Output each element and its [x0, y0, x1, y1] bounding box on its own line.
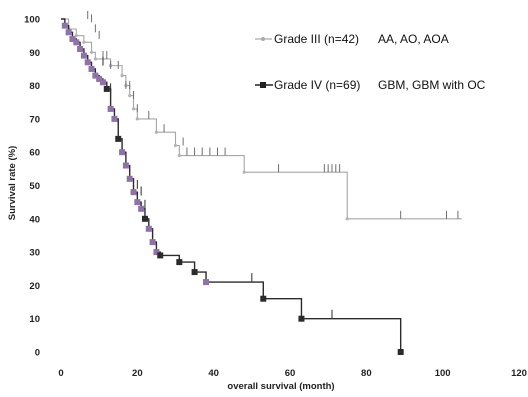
curve-grade-iv	[61, 18, 402, 352]
event-marker-grade-iv	[84, 59, 91, 66]
event-marker-grade-iii	[120, 74, 124, 78]
event-marker-grade-iv	[260, 295, 267, 302]
event-marker-grade-iv	[149, 239, 156, 246]
event-marker-grade-iv	[69, 35, 76, 42]
event-marker-grade-iv	[73, 39, 80, 46]
event-marker-grade-iv	[96, 75, 103, 82]
event-marker-grade-iv	[77, 45, 84, 52]
y-tick-label: 100	[24, 15, 40, 26]
event-marker-grade-iv	[191, 269, 198, 276]
x-tick-label: 40	[208, 368, 219, 379]
y-tick-label: 30	[29, 248, 40, 259]
event-marker-grade-iii	[74, 34, 78, 38]
event-marker-grade-iv	[115, 135, 122, 142]
series-grade-iv	[61, 18, 404, 355]
legend-marker-grade-iii	[261, 37, 265, 41]
y-tick-label: 50	[29, 181, 40, 192]
event-marker-grade-iv	[111, 115, 118, 122]
curve-grade-iii	[61, 18, 462, 220]
event-marker-grade-iii	[345, 217, 349, 221]
y-tick-label: 80	[29, 81, 40, 92]
event-marker-grade-iv	[153, 249, 160, 256]
event-marker-grade-iv	[130, 189, 137, 196]
legend-item-grade-iii: Grade III (n=42) AA, AO, AOA	[255, 32, 449, 46]
event-marker-grade-iv	[122, 162, 129, 169]
event-marker-grade-iii	[242, 170, 246, 174]
x-axis-title: overall survival (month)	[227, 381, 334, 392]
event-marker-grade-iii	[82, 40, 86, 44]
event-marker-grade-iv	[298, 315, 305, 322]
x-tick-label: 0	[58, 368, 63, 379]
event-marker-grade-iv	[92, 72, 99, 79]
event-marker-grade-iv	[119, 149, 126, 156]
x-tick-label: 100	[435, 368, 451, 379]
y-tick-label: 90	[29, 48, 40, 59]
event-marker-grade-iii	[128, 93, 132, 98]
x-tick-label: 120	[511, 368, 527, 379]
event-marker-grade-iv	[126, 175, 133, 182]
event-marker-grade-iv	[107, 105, 114, 112]
event-marker-grade-iv	[141, 215, 148, 222]
event-marker-grade-iii	[131, 107, 136, 111]
event-marker-grade-iv	[203, 279, 210, 286]
series-grade-iii	[61, 11, 462, 221]
y-axis-title: Survival rate (%)	[7, 146, 18, 220]
event-marker-grade-iv	[145, 225, 152, 232]
legend-extra-grade-iii: AA, AO, AOA	[378, 32, 449, 46]
event-marker-grade-iii	[154, 130, 159, 134]
event-marker-grade-iv	[61, 22, 68, 29]
y-tick-label: 20	[29, 281, 40, 292]
event-marker-grade-iii	[89, 50, 94, 54]
y-tick-label: 10	[29, 314, 40, 325]
event-marker-grade-iv	[134, 199, 141, 206]
legend-label-grade-iv: Grade IV (n=69)	[274, 78, 360, 92]
event-marker-grade-iv	[80, 52, 87, 59]
event-marker-grade-iv	[88, 65, 95, 72]
event-marker-grade-iv	[176, 259, 183, 266]
legend-marker-grade-iv	[260, 82, 266, 88]
y-tick-label: 70	[29, 114, 40, 125]
y-tick-label: 40	[29, 214, 40, 225]
event-marker-grade-iii	[93, 57, 97, 61]
plot-area	[61, 11, 462, 355]
y-tick-label: 60	[29, 148, 40, 159]
event-marker-grade-iii	[177, 153, 181, 158]
event-marker-grade-iv	[103, 85, 110, 92]
x-tick-label: 80	[361, 368, 372, 379]
legend-label-grade-iii: Grade III (n=42)	[274, 32, 359, 46]
x-tick-label: 60	[285, 368, 296, 379]
axes: 0 10 20 30 40 50 60 70 80 90 100 0 20 40 60 80 100 120	[24, 15, 527, 380]
event-marker-grade-iv	[138, 205, 145, 212]
event-marker-grade-iv	[65, 29, 72, 36]
x-tick-label: 20	[132, 368, 143, 379]
event-marker-grade-iv	[99, 79, 106, 86]
legend-item-grade-iv: Grade IV (n=69) GBM, GBM with OC	[255, 78, 486, 92]
event-marker-grade-iv	[157, 252, 164, 259]
event-marker-grade-iii	[135, 117, 139, 121]
event-marker-grade-iv	[397, 349, 404, 355]
legend: Grade III (n=42) AA, AO, AOA Grade IV (n…	[255, 32, 486, 92]
y-tick-label: 0	[35, 348, 40, 359]
event-marker-grade-iii	[173, 143, 178, 148]
legend-extra-grade-iv: GBM, GBM with OC	[378, 78, 486, 92]
